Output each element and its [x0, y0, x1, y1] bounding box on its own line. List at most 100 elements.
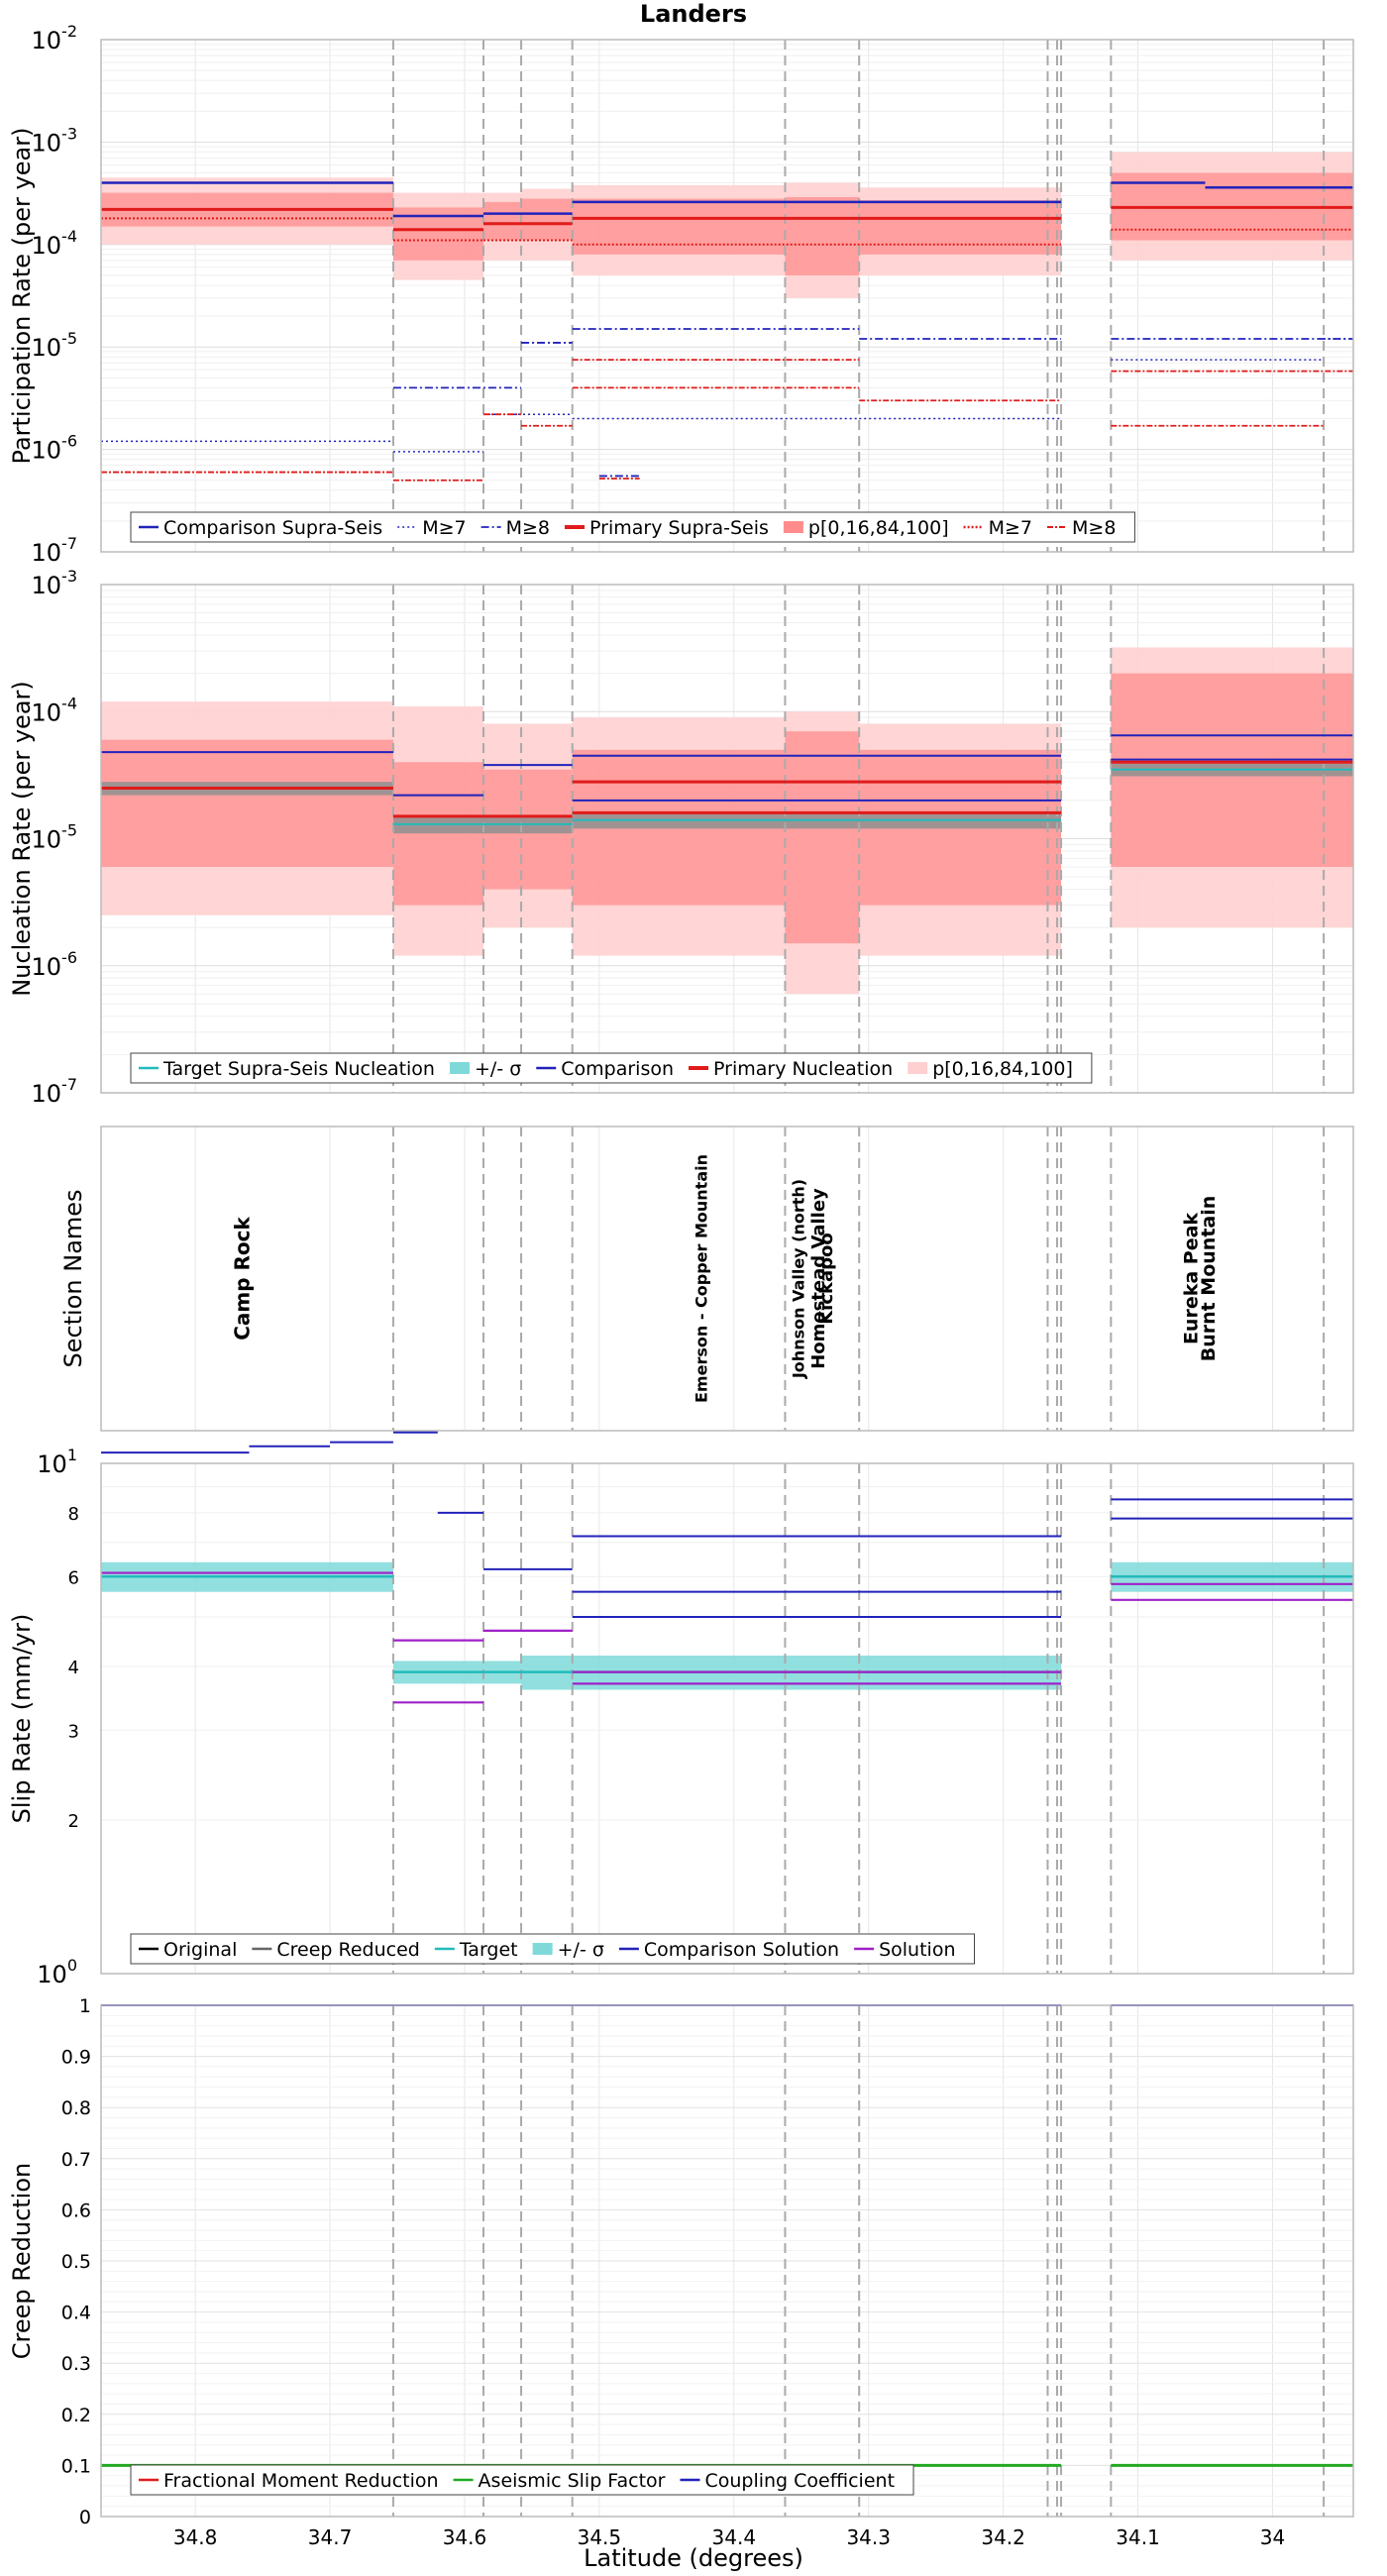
y-minor-tick-label: 3 — [68, 1721, 79, 1742]
y-tick-label: 1 — [79, 1995, 91, 2017]
x-axis-label: Latitude (degrees) — [584, 2544, 803, 2572]
y-tick-label: 10-2 — [32, 22, 78, 54]
plot-frame — [100, 1462, 1354, 1975]
legend-box — [130, 511, 1135, 543]
plot-frame — [100, 39, 1354, 553]
y-tick-label: 0.4 — [61, 2303, 91, 2324]
y-minor-tick-label: 8 — [68, 1504, 79, 1525]
y-tick-label: 10-5 — [32, 329, 78, 362]
x-tick-label: 34.3 — [846, 2525, 891, 2549]
legend-entry-label: Creep Reduced — [276, 1939, 419, 1961]
x-tick-label: 34.1 — [1116, 2525, 1160, 2549]
y-tick-label: 10-5 — [32, 821, 78, 854]
y-tick-label: 10-6 — [32, 948, 78, 981]
percentile-band-inner — [482, 201, 522, 241]
y-tick-label: 100 — [37, 1956, 77, 1988]
plot-frame — [100, 1126, 1354, 1432]
x-tick-label: 34.4 — [712, 2525, 757, 2549]
legend-box — [130, 1052, 1093, 1084]
y-minor-tick-label: 2 — [68, 1811, 79, 1832]
x-tick-label: 34.8 — [173, 2525, 218, 2549]
percentile-band-inner — [859, 200, 1062, 255]
y-tick-label: 10-7 — [32, 1075, 78, 1108]
legend-swatch — [532, 1943, 553, 1955]
legend-entry-label: Target — [459, 1939, 518, 1961]
figure-title: Landers — [640, 0, 747, 28]
y-axis-label: Nucleation Rate (per year) — [8, 681, 36, 997]
section-name-label: Burnt Mountain — [1198, 1196, 1220, 1362]
legend-entry-label: p[0,16,84,100] — [808, 517, 949, 539]
y-tick-label: 10-4 — [32, 694, 78, 726]
legend-entry-label: +/- σ — [475, 1058, 521, 1080]
legend-entry-label: M≥8 — [506, 517, 550, 539]
y-minor-tick-label: 4 — [68, 1658, 79, 1678]
legend-entry-label: Original — [163, 1939, 237, 1961]
y-tick-label: 0.2 — [61, 2405, 91, 2426]
y-tick-label: 10-6 — [32, 432, 78, 465]
y-minor-tick-label: 6 — [68, 1567, 79, 1588]
y-tick-label: 10-3 — [32, 124, 78, 157]
legend-entry-label: M≥7 — [989, 517, 1032, 539]
y-axis-label: Creep Reduction — [8, 2163, 36, 2359]
legend-entry-label: +/- σ — [558, 1939, 604, 1961]
y-tick-label: 101 — [37, 1446, 77, 1478]
x-tick-label: 34.7 — [308, 2525, 353, 2549]
section-name-label: Kickapoo — [816, 1233, 837, 1325]
y-axis-label: Section Names — [59, 1189, 87, 1367]
legend-box — [130, 2464, 914, 2496]
section-name-label: Johnson Valley (north) — [789, 1179, 807, 1379]
y-tick-label: 10-4 — [32, 227, 78, 260]
legend-entry-label: Comparison — [561, 1058, 674, 1080]
panels: 10-7 10-6 10-5 10-4 10-3 10-2 Participation Ra… — [8, 22, 1354, 2549]
legend-entry-label: Primary Nucleation — [713, 1058, 893, 1080]
participation-rate-chart: 10-7 10-6 10-5 10-4 10-3 10-2 Participation Ra… — [8, 22, 1354, 567]
nucleation-rate-chart: 10-7 10-6 10-5 10-4 10-3 Nucleation Rate (per… — [8, 567, 1354, 1108]
y-tick-label: 0.7 — [61, 2149, 91, 2171]
y-tick-label: 0.1 — [61, 2455, 91, 2477]
x-tick-label: 34 — [1260, 2525, 1285, 2549]
percentile-band-inner — [785, 731, 860, 944]
x-tick-label: 34.5 — [578, 2525, 622, 2549]
legend-entry-label: M≥8 — [1072, 517, 1116, 539]
legend-entry-label: Comparison Supra-Seis — [163, 517, 382, 539]
y-tick-label: 0.5 — [61, 2251, 91, 2273]
y-axis-label: Slip Rate (mm/yr) — [8, 1614, 36, 1824]
legend-entry-label: M≥7 — [422, 517, 466, 539]
legend-entry-label: p[0,16,84,100] — [932, 1058, 1073, 1080]
creep-reduction-chart: 0 0.1 0.2 0.3 0.4 0.5 0.6 0.7 0.8 0.9 1 Creep Reduc… — [8, 1995, 1354, 2549]
x-tick-label: 34.2 — [981, 2525, 1025, 2549]
legend-swatch — [449, 1062, 470, 1074]
legend-entry-label: Primary Supra-Seis — [589, 517, 769, 539]
percentile-band-inner — [521, 198, 573, 241]
legend-entry-label: Target Supra-Seis Nucleation — [162, 1058, 435, 1080]
legend-entry-label: Aseismic Slip Factor — [479, 2470, 666, 2492]
y-tick-label: 0.3 — [61, 2353, 91, 2375]
y-axis-label: Participation Rate (per year) — [8, 128, 36, 465]
x-tick-label: 34.6 — [443, 2525, 487, 2549]
y-tick-label: 0.6 — [61, 2200, 91, 2221]
percentile-band-inner — [785, 196, 860, 275]
section-names-panel: Section Names Camp Rock Emerson - Copper M… — [59, 1126, 1354, 1432]
legend-entry-label: Comparison Solution — [644, 1939, 839, 1961]
slip-rate-chart: 100 101 2 3 4 6 8 Slip Rate (mm/yr) Original Cree… — [8, 1431, 1354, 1988]
legend-swatch — [783, 521, 803, 533]
percentile-band-inner — [572, 198, 786, 255]
legend-entry-label: Solution — [879, 1939, 955, 1961]
legend-swatch — [907, 1062, 928, 1074]
y-tick-label: 10-7 — [32, 534, 78, 567]
section-name-label: Emerson - Copper Mountain — [693, 1154, 711, 1403]
legend-entry-label: Fractional Moment Reduction — [163, 2470, 439, 2492]
section-name-label: Homestead Valley — [808, 1188, 829, 1369]
plot-frame — [100, 2004, 1354, 2518]
section-name-label: Eureka Peak — [1180, 1213, 1202, 1344]
percentile-band-inner — [101, 739, 393, 867]
y-tick-label: 10-3 — [32, 567, 78, 599]
y-tick-label: 0.9 — [61, 2047, 91, 2069]
plot-frame — [100, 584, 1354, 1094]
y-tick-label: 0.8 — [61, 2097, 91, 2119]
percentile-band-inner — [392, 762, 483, 906]
y-tick-label: 0 — [79, 2507, 91, 2528]
section-name-label: Camp Rock — [231, 1217, 255, 1341]
legend-entry-label: Coupling Coefficient — [704, 2470, 895, 2492]
